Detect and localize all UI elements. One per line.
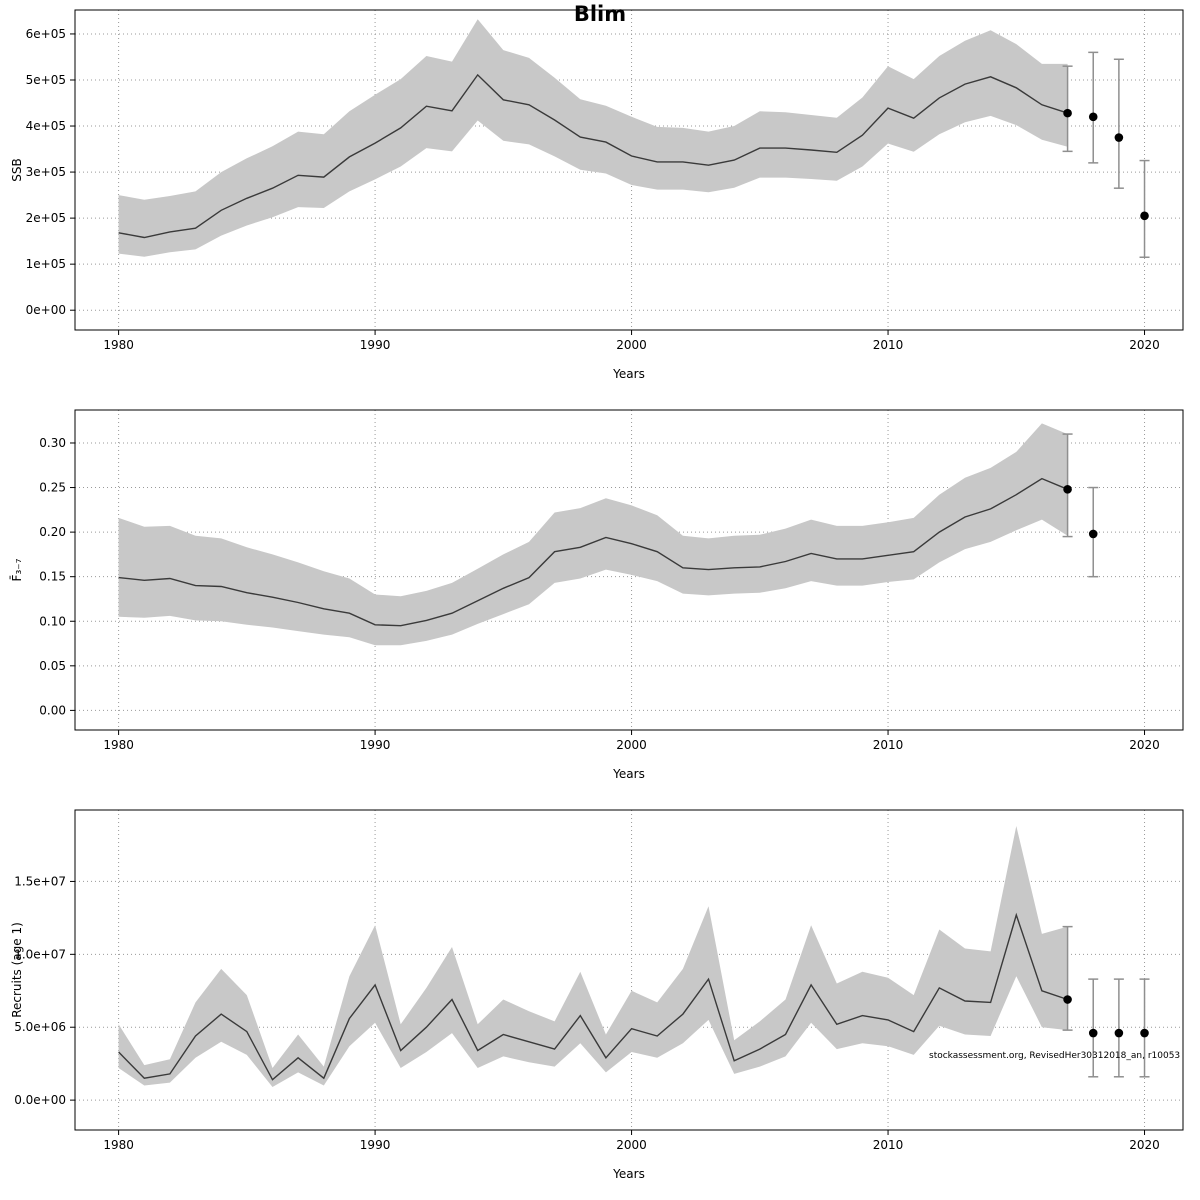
axis-tick-labels: 1980 1990 2000 2010 2020 0.0e+00 5.0e+06 1.0e+0…: [14, 874, 1160, 1152]
watermark-annotation: stockassessment.org, RevisedHer30312018_…: [929, 1051, 1181, 1061]
confidence-band: [118, 423, 1068, 646]
y-tick-label: 3e+05: [26, 165, 66, 179]
x-tick-label: 2000: [616, 338, 647, 352]
y-axis-label: SSB: [10, 158, 24, 181]
x-tick-label: 2010: [873, 738, 904, 752]
error-bars: [1062, 433, 1099, 578]
y-tick-label: 0.20: [39, 525, 66, 539]
plot-border: [74, 409, 1184, 731]
y-tick-label: 0.00: [39, 703, 66, 717]
estimate-line: [118, 912, 1068, 1081]
forecast-point: [1114, 133, 1124, 142]
confidence-band: [118, 19, 1068, 257]
forecast-point: [1140, 1028, 1149, 1038]
x-tick-label: 2020: [1129, 338, 1160, 352]
forecast-point: [1088, 1028, 1098, 1038]
confidence-band: [118, 826, 1068, 1087]
y-tick-label: 0.0e+00: [14, 1093, 66, 1107]
x-axis-label: Years: [612, 1167, 645, 1181]
axis-ticks: [70, 442, 1146, 735]
y-tick-label: 1e+05: [26, 257, 66, 271]
y-tick-label: 0.10: [39, 614, 66, 628]
axis-ticks: [70, 880, 1146, 1135]
forecast-point: [1140, 211, 1149, 221]
y-tick-label: 0.25: [39, 481, 66, 495]
error-bars: [1062, 51, 1150, 259]
fbar-chart-panel: 1980 1990 2000 2010 2020 0.00 0.05 0.10 0.15 0.20…: [10, 409, 1184, 781]
x-tick-label: 2000: [616, 1138, 647, 1152]
y-tick-label: 0.05: [39, 659, 66, 673]
forecast-points: [1063, 108, 1149, 221]
x-tick-label: 2020: [1129, 738, 1160, 752]
x-tick-label: 2020: [1129, 1138, 1160, 1152]
x-tick-label: 1980: [103, 1138, 134, 1152]
forecast-point: [1088, 529, 1098, 539]
forecast-point: [1063, 995, 1072, 1004]
forecast-point: [1063, 485, 1072, 494]
y-tick-label: 0e+00: [26, 303, 66, 317]
plot-border: [74, 809, 1184, 1131]
x-tick-label: 1990: [360, 738, 391, 752]
axis-ticks: [70, 33, 1146, 335]
forecast-point: [1063, 108, 1072, 118]
forecast-point: [1088, 112, 1098, 122]
y-tick-label: 0.15: [39, 570, 66, 584]
x-axis-label: Years: [612, 367, 645, 381]
x-tick-label: 2010: [873, 1138, 904, 1152]
ssb-chart-panel: 1980 1990 2000 2010 2020 0e+00 1e+05 2e+05 3e+05…: [10, 9, 1184, 381]
y-tick-label: 1.0e+07: [14, 947, 66, 961]
axis-tick-labels: 1980 1990 2000 2010 2020 0.00 0.05 0.10 0.15 0.20…: [39, 436, 1160, 752]
x-tick-label: 2000: [616, 738, 647, 752]
y-tick-label: 4e+05: [26, 119, 66, 133]
y-tick-label: 2e+05: [26, 211, 66, 225]
y-tick-label: 5e+05: [26, 73, 66, 87]
x-tick-label: 1980: [103, 738, 134, 752]
x-tick-label: 1990: [360, 1138, 391, 1152]
axis-tick-labels: 1980 1990 2000 2010 2020 0e+00 1e+05 2e+05 3e+05…: [26, 27, 1160, 352]
error-bars: [1062, 925, 1150, 1078]
y-axis-label: F̄₃₋₇: [10, 558, 24, 581]
y-tick-label: 5.0e+06: [14, 1020, 66, 1034]
x-tick-label: 1990: [360, 338, 391, 352]
recruitment-chart-panel: 1980 1990 2000 2010 2020 0.0e+00 5.0e+06 1.0e+0…: [10, 809, 1184, 1181]
plot-border: [74, 9, 1184, 331]
forecast-points: [1063, 995, 1149, 1038]
x-tick-label: 1980: [103, 338, 134, 352]
estimate-line: [118, 73, 1068, 239]
forecast-points: [1063, 485, 1098, 539]
forecast-point: [1114, 1028, 1124, 1038]
y-axis-label: Recruits (age 1): [10, 922, 24, 1018]
x-tick-label: 2010: [873, 338, 904, 352]
y-tick-label: 0.30: [39, 436, 66, 450]
y-tick-label: 1.5e+07: [14, 874, 66, 888]
y-tick-label: 6e+05: [26, 27, 66, 41]
estimate-line: [118, 477, 1068, 627]
x-axis-label: Years: [612, 767, 645, 781]
